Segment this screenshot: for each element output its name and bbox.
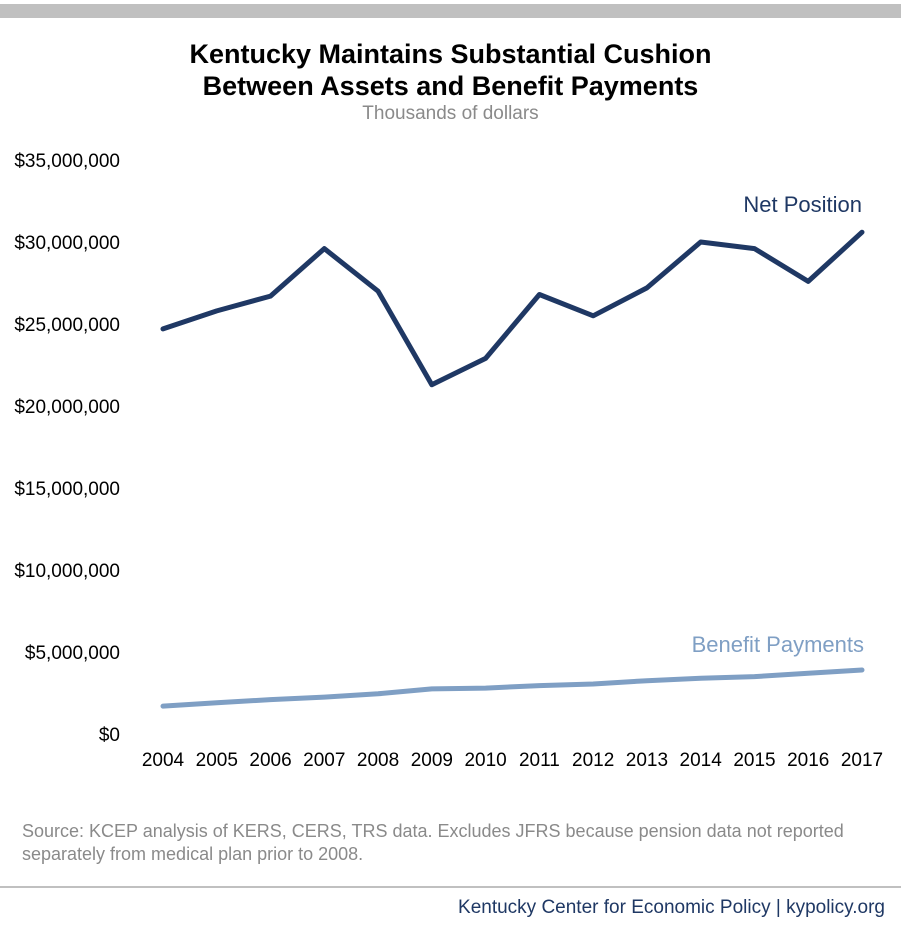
chart-title-line-2: Between Assets and Benefit Payments [202,71,699,101]
y-tick-label: $15,000,000 [14,479,120,500]
x-tick-label: 2008 [357,750,399,771]
y-tick-label: $35,000,000 [14,151,120,172]
line-chart: $0 $5,000,000 $10,000,000 $15,000,000 $20,00… [14,151,883,771]
series-label: Net Position [743,192,862,217]
y-tick-label: $20,000,000 [14,397,120,418]
x-tick-label: 2007 [303,750,345,771]
chart-title-line-1: Kentucky Maintains Substantial Cushion [189,39,712,69]
chart-subtitle: Thousands of dollars [362,103,539,124]
x-tick-label: 2010 [464,750,506,771]
y-tick-label: $25,000,000 [14,315,120,336]
series-layer: Net Position Benefit Payments [160,192,865,709]
x-tick-label: 2009 [411,750,453,771]
bottom-divider [0,886,901,888]
series-line-net-position [160,229,865,388]
x-tick-label: 2011 [519,750,560,771]
x-axis: 2004 2005 2006 2007 2008 2009 2010 2011 2012 2013… [142,750,883,771]
x-tick-label: 2015 [733,750,775,771]
series-line-benefit-payments [160,667,865,709]
series-label: Benefit Payments [692,632,864,657]
x-tick-label: 2004 [142,750,185,771]
x-tick-label: 2012 [572,750,614,771]
y-tick-label: $0 [99,725,120,746]
y-tick-label: $10,000,000 [14,561,120,582]
x-tick-label: 2017 [841,750,883,771]
y-tick-label: $30,000,000 [14,233,120,254]
x-tick-label: 2013 [626,750,668,771]
footer-credit: Kentucky Center for Economic Policy | ky… [458,897,885,918]
y-axis: $0 $5,000,000 $10,000,000 $15,000,000 $20,00… [14,151,120,746]
x-tick-label: 2006 [249,750,291,771]
source-note: Source: KCEP analysis of KERS, CERS, TRS… [22,821,844,864]
y-tick-label: $5,000,000 [25,643,120,664]
x-tick-label: 2016 [787,750,829,771]
x-tick-label: 2014 [680,750,723,771]
x-tick-label: 2005 [196,750,238,771]
top-divider-bar [0,4,901,18]
